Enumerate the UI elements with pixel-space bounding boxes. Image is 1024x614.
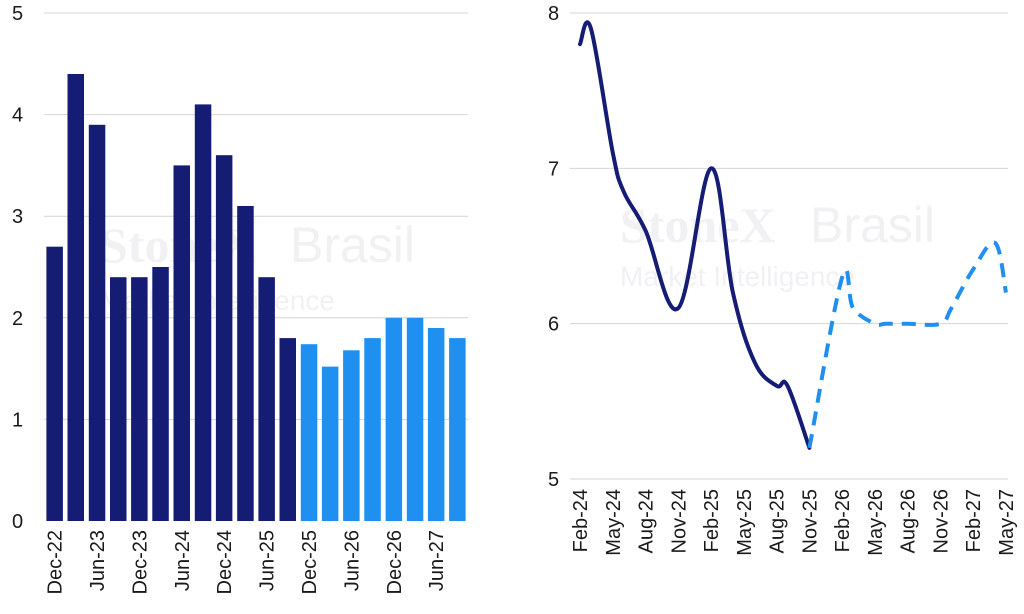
bar-ytick-label: 2	[12, 308, 23, 330]
bar-Sep-27	[449, 338, 466, 521]
line-xtick-label: Aug-26	[898, 489, 920, 554]
line-ytick-label: 5	[548, 469, 559, 491]
watermark: StoneX Brasil Market Intelligence StoneX…	[100, 197, 935, 316]
bar-Mar-26	[321, 366, 339, 521]
bar-Mar-25	[237, 206, 254, 521]
bar-Dec-25	[300, 344, 318, 521]
bar-xtick-label: Dec-23	[129, 530, 151, 594]
bar-Dec-26	[385, 317, 403, 521]
bar-Jun-25	[258, 277, 275, 521]
bar-ytick-label: 1	[12, 409, 23, 431]
line-xtick-label: Feb-26	[832, 489, 854, 552]
bar-xtick-label: Jun-25	[257, 530, 279, 591]
bar-xtick-label: Jun-26	[341, 530, 363, 591]
watermark-suffix-left: Brasil	[290, 217, 415, 273]
line-xtick-label: Feb-27	[963, 489, 985, 552]
bar-xtick-label: Jun-23	[87, 530, 109, 591]
line-xtick-label: Nov-26	[931, 489, 953, 553]
bar-Dec-24	[215, 155, 233, 521]
bar-xtick-label: Jun-24	[172, 530, 194, 591]
line-chart: 5 6 7 8 Feb-24 May-24 Aug-24 Nov-24 Feb-25 May-25…	[548, 3, 1018, 556]
line-xtick-label: May-24	[603, 489, 625, 556]
bar-Jun-23	[88, 124, 106, 522]
bar-xtick-label: Jun-27	[426, 530, 448, 591]
bar-Sep-25	[279, 338, 296, 521]
bar-ytick-label: 5	[12, 3, 23, 25]
bar-ytick-label: 4	[12, 105, 23, 127]
line-ytick-label: 6	[548, 314, 559, 336]
bar-xtick-label: Dec-22	[45, 530, 67, 594]
line-xtick-label: Nov-25	[799, 489, 821, 553]
bar-Jun-24	[173, 165, 190, 521]
bar-Mar-24	[152, 267, 169, 521]
bar-chart: 0 1 2 3 4 5 Dec-22 Jun-23 Dec-23 Jun-24 Dec-24 Jun-…	[12, 3, 468, 594]
bar-xtick-label: Dec-24	[214, 530, 236, 594]
bar-Sep-26	[364, 338, 381, 521]
bar-xtick-label: Dec-25	[299, 530, 321, 594]
bar-Dec-23	[131, 277, 148, 521]
bar-Mar-27	[406, 317, 424, 521]
line-xtick-label: Feb-24	[570, 489, 592, 552]
line-ytick-label: 7	[548, 158, 559, 180]
bar-ytick-label: 0	[12, 511, 23, 533]
line-xtick-label: May-26	[865, 489, 887, 556]
bar-Sep-24	[194, 104, 212, 522]
line-xtick-label: Aug-24	[636, 489, 658, 554]
line-xtick-label: Nov-24	[668, 489, 690, 553]
bar-Jun-26	[343, 350, 360, 521]
bar-Mar-23	[67, 74, 84, 521]
bar-Jun-27	[427, 328, 445, 521]
watermark-suffix-right: Brasil	[810, 197, 935, 253]
line-ytick-label: 8	[548, 3, 559, 25]
line-xtick-label: Feb-25	[701, 489, 723, 552]
actual-line	[578, 20, 812, 450]
bar-xtick-label: Dec-26	[384, 530, 406, 594]
bar-ytick-label: 3	[12, 206, 23, 228]
bar-Sep-23	[110, 277, 127, 521]
bar-Dec-22	[46, 246, 63, 521]
line-xtick-label: Aug-25	[767, 489, 789, 554]
line-xtick-label: May-27	[996, 489, 1018, 556]
line-xtick-label: May-25	[734, 489, 756, 556]
